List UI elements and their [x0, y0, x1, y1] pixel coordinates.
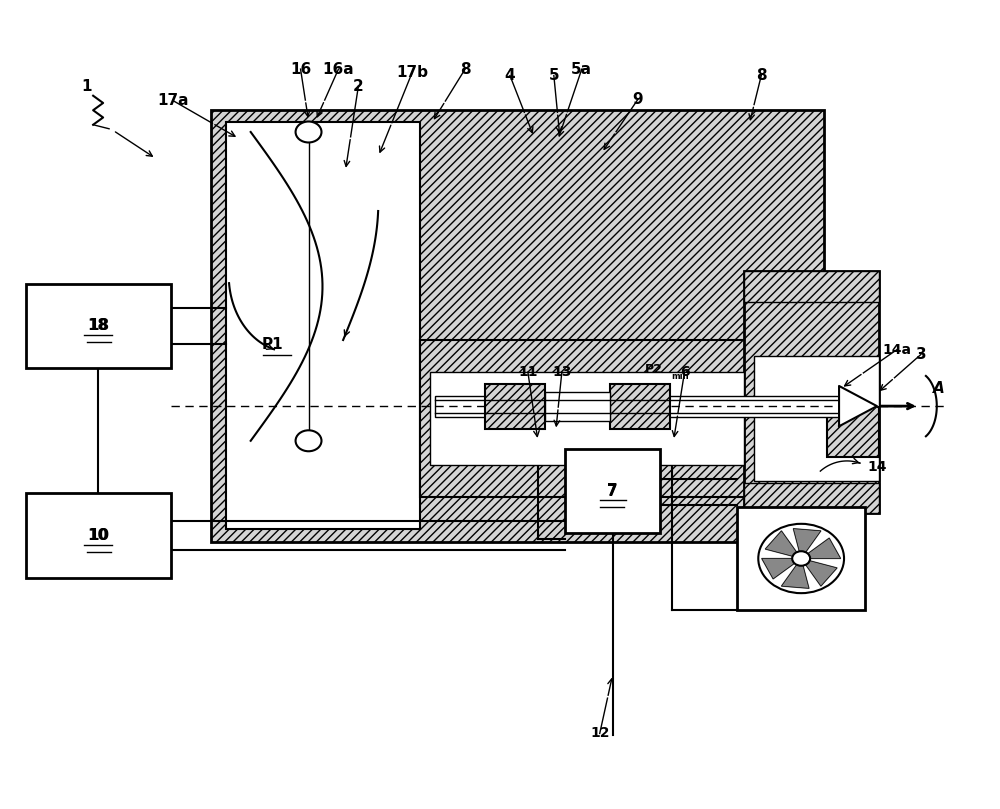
Text: 2: 2: [353, 78, 364, 94]
Bar: [435, 396, 839, 417]
Text: 12: 12: [590, 726, 609, 740]
Text: 10: 10: [88, 528, 109, 543]
Text: 4: 4: [505, 68, 515, 83]
Text: 13: 13: [552, 365, 572, 379]
Text: 5: 5: [549, 68, 559, 83]
Text: 8: 8: [460, 61, 470, 77]
Text: min: min: [672, 372, 689, 381]
Text: 10: 10: [88, 527, 109, 543]
Bar: [226, 122, 420, 529]
Text: 17b: 17b: [396, 65, 428, 80]
Bar: [737, 507, 865, 610]
Text: 16: 16: [290, 61, 311, 77]
Bar: [744, 272, 879, 514]
Text: 18: 18: [88, 318, 109, 333]
Text: 17a: 17a: [157, 93, 189, 108]
Bar: [211, 110, 824, 541]
Circle shape: [296, 430, 321, 451]
Bar: [744, 483, 879, 514]
Text: 7: 7: [607, 483, 618, 498]
Bar: [744, 272, 879, 302]
Bar: [430, 372, 744, 465]
Circle shape: [792, 551, 810, 565]
Bar: [26, 284, 171, 368]
Text: A: A: [933, 381, 945, 396]
Bar: [565, 449, 660, 533]
Polygon shape: [793, 528, 821, 558]
Text: 1: 1: [81, 78, 91, 94]
Text: P1: P1: [262, 337, 283, 352]
Bar: [420, 340, 754, 498]
Text: 8: 8: [756, 68, 767, 83]
Polygon shape: [801, 538, 841, 558]
Text: 9: 9: [632, 92, 643, 108]
Bar: [485, 383, 545, 429]
Text: 16a: 16a: [323, 61, 354, 77]
Text: 7: 7: [607, 484, 617, 498]
Bar: [26, 493, 171, 578]
Text: 3: 3: [916, 347, 926, 362]
Text: 5a: 5a: [571, 61, 592, 77]
Polygon shape: [762, 558, 801, 579]
Text: 14a: 14a: [882, 343, 911, 357]
Polygon shape: [781, 558, 809, 588]
Polygon shape: [765, 531, 801, 558]
Bar: [545, 392, 610, 421]
Circle shape: [758, 523, 844, 593]
Text: 6: 6: [680, 365, 689, 379]
Polygon shape: [801, 558, 837, 586]
Polygon shape: [839, 386, 877, 426]
Bar: [754, 356, 879, 481]
Bar: [827, 407, 879, 457]
Text: 18: 18: [88, 319, 109, 333]
Text: 14: 14: [867, 460, 887, 474]
Text: P2: P2: [645, 363, 662, 376]
Circle shape: [296, 121, 321, 142]
Bar: [610, 383, 670, 429]
Text: 11: 11: [518, 365, 538, 379]
